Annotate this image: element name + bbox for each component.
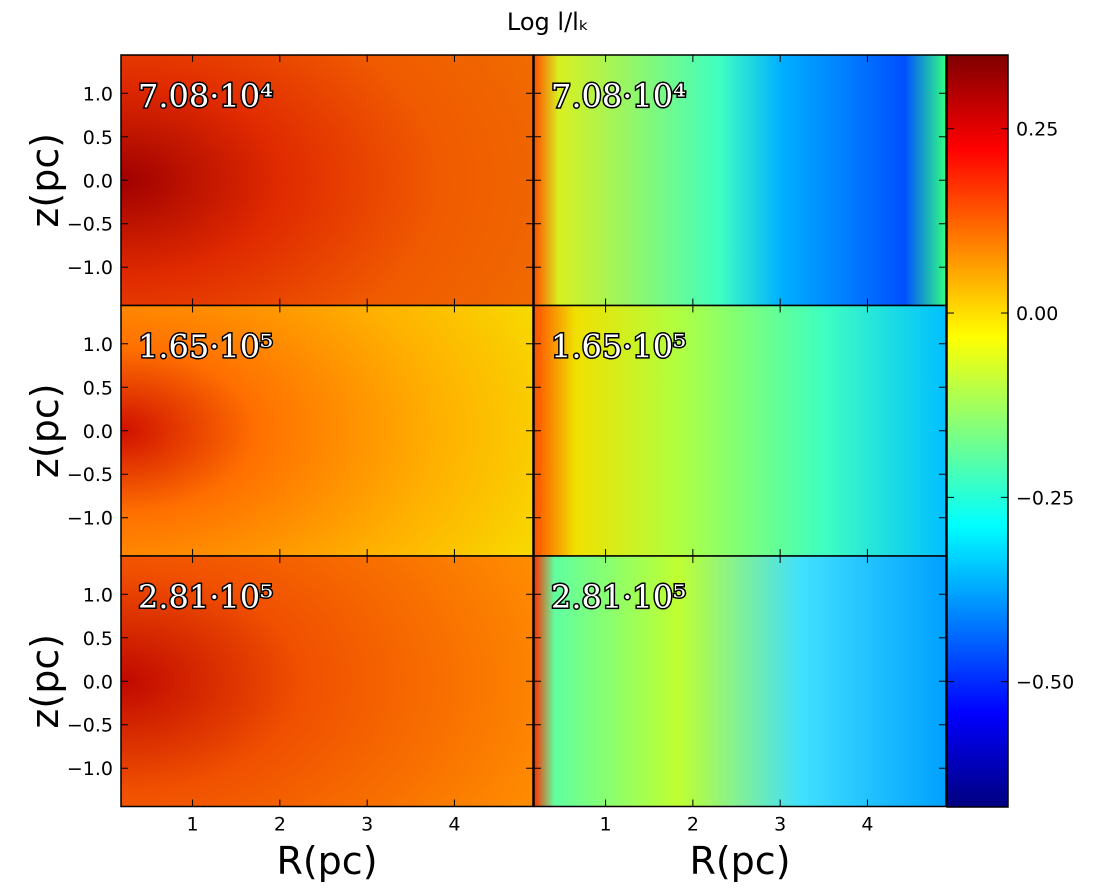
y-tick-label: 0.5: [83, 127, 113, 149]
y-tick-label: 1.0: [83, 83, 113, 105]
y-tick-label: −1.0: [67, 508, 113, 530]
x-tick-label: 2: [687, 814, 699, 836]
y-axis-label: z(pc): [23, 383, 67, 478]
x-axis-label: R(pc): [276, 839, 377, 883]
y-tick-label: 0.5: [83, 628, 113, 650]
colorbar-tick-label: −0.25: [1016, 487, 1074, 509]
panel-annotation: 7.08·10⁴: [551, 77, 686, 115]
heatmap-field: [121, 556, 533, 807]
colorbar-tick-label: 0.00: [1016, 303, 1058, 325]
chart-title: Log l/lₖ: [507, 8, 589, 36]
x-tick-label: 3: [774, 814, 786, 836]
colorbar-tick-label: 0.25: [1016, 119, 1058, 141]
panel-annotation: 2.81·10⁵: [551, 578, 686, 616]
y-tick-label: −0.5: [67, 715, 113, 737]
panel-annotation: 1.65·10⁵: [551, 328, 686, 366]
heatmap-field: [534, 556, 946, 807]
heatmap-field: [534, 305, 946, 556]
y-tick-label: −1.0: [67, 758, 113, 780]
x-axis-label: R(pc): [689, 839, 790, 883]
x-tick-label: 4: [861, 814, 873, 836]
heatmap-field: [121, 305, 533, 556]
y-tick-label: 0.0: [83, 671, 113, 693]
panel-annotation: 2.81·10⁵: [138, 578, 273, 616]
y-tick-label: 1.0: [83, 584, 113, 606]
y-tick-label: −0.5: [67, 464, 113, 486]
colorbar-tick-label: −0.50: [1016, 672, 1074, 694]
x-tick-label: 4: [448, 814, 460, 836]
y-tick-label: 0.5: [83, 377, 113, 399]
heatmap-field: [121, 55, 533, 306]
x-tick-label: 1: [187, 814, 199, 836]
y-tick-label: −0.5: [67, 214, 113, 236]
x-tick-label: 3: [361, 814, 373, 836]
y-tick-label: −1.0: [67, 257, 113, 279]
y-axis-label: z(pc): [23, 133, 67, 228]
y-axis-label: z(pc): [23, 634, 67, 729]
x-tick-label: 2: [274, 814, 286, 836]
panel-annotation: 7.08·10⁴: [138, 77, 273, 115]
panel-annotation: 1.65·10⁵: [138, 328, 273, 366]
heatmap-field: [534, 55, 946, 306]
y-tick-label: 0.0: [83, 421, 113, 443]
colorbar: [946, 54, 1009, 808]
x-tick-label: 1: [600, 814, 612, 836]
y-tick-label: 0.0: [83, 170, 113, 192]
y-tick-label: 1.0: [83, 334, 113, 356]
